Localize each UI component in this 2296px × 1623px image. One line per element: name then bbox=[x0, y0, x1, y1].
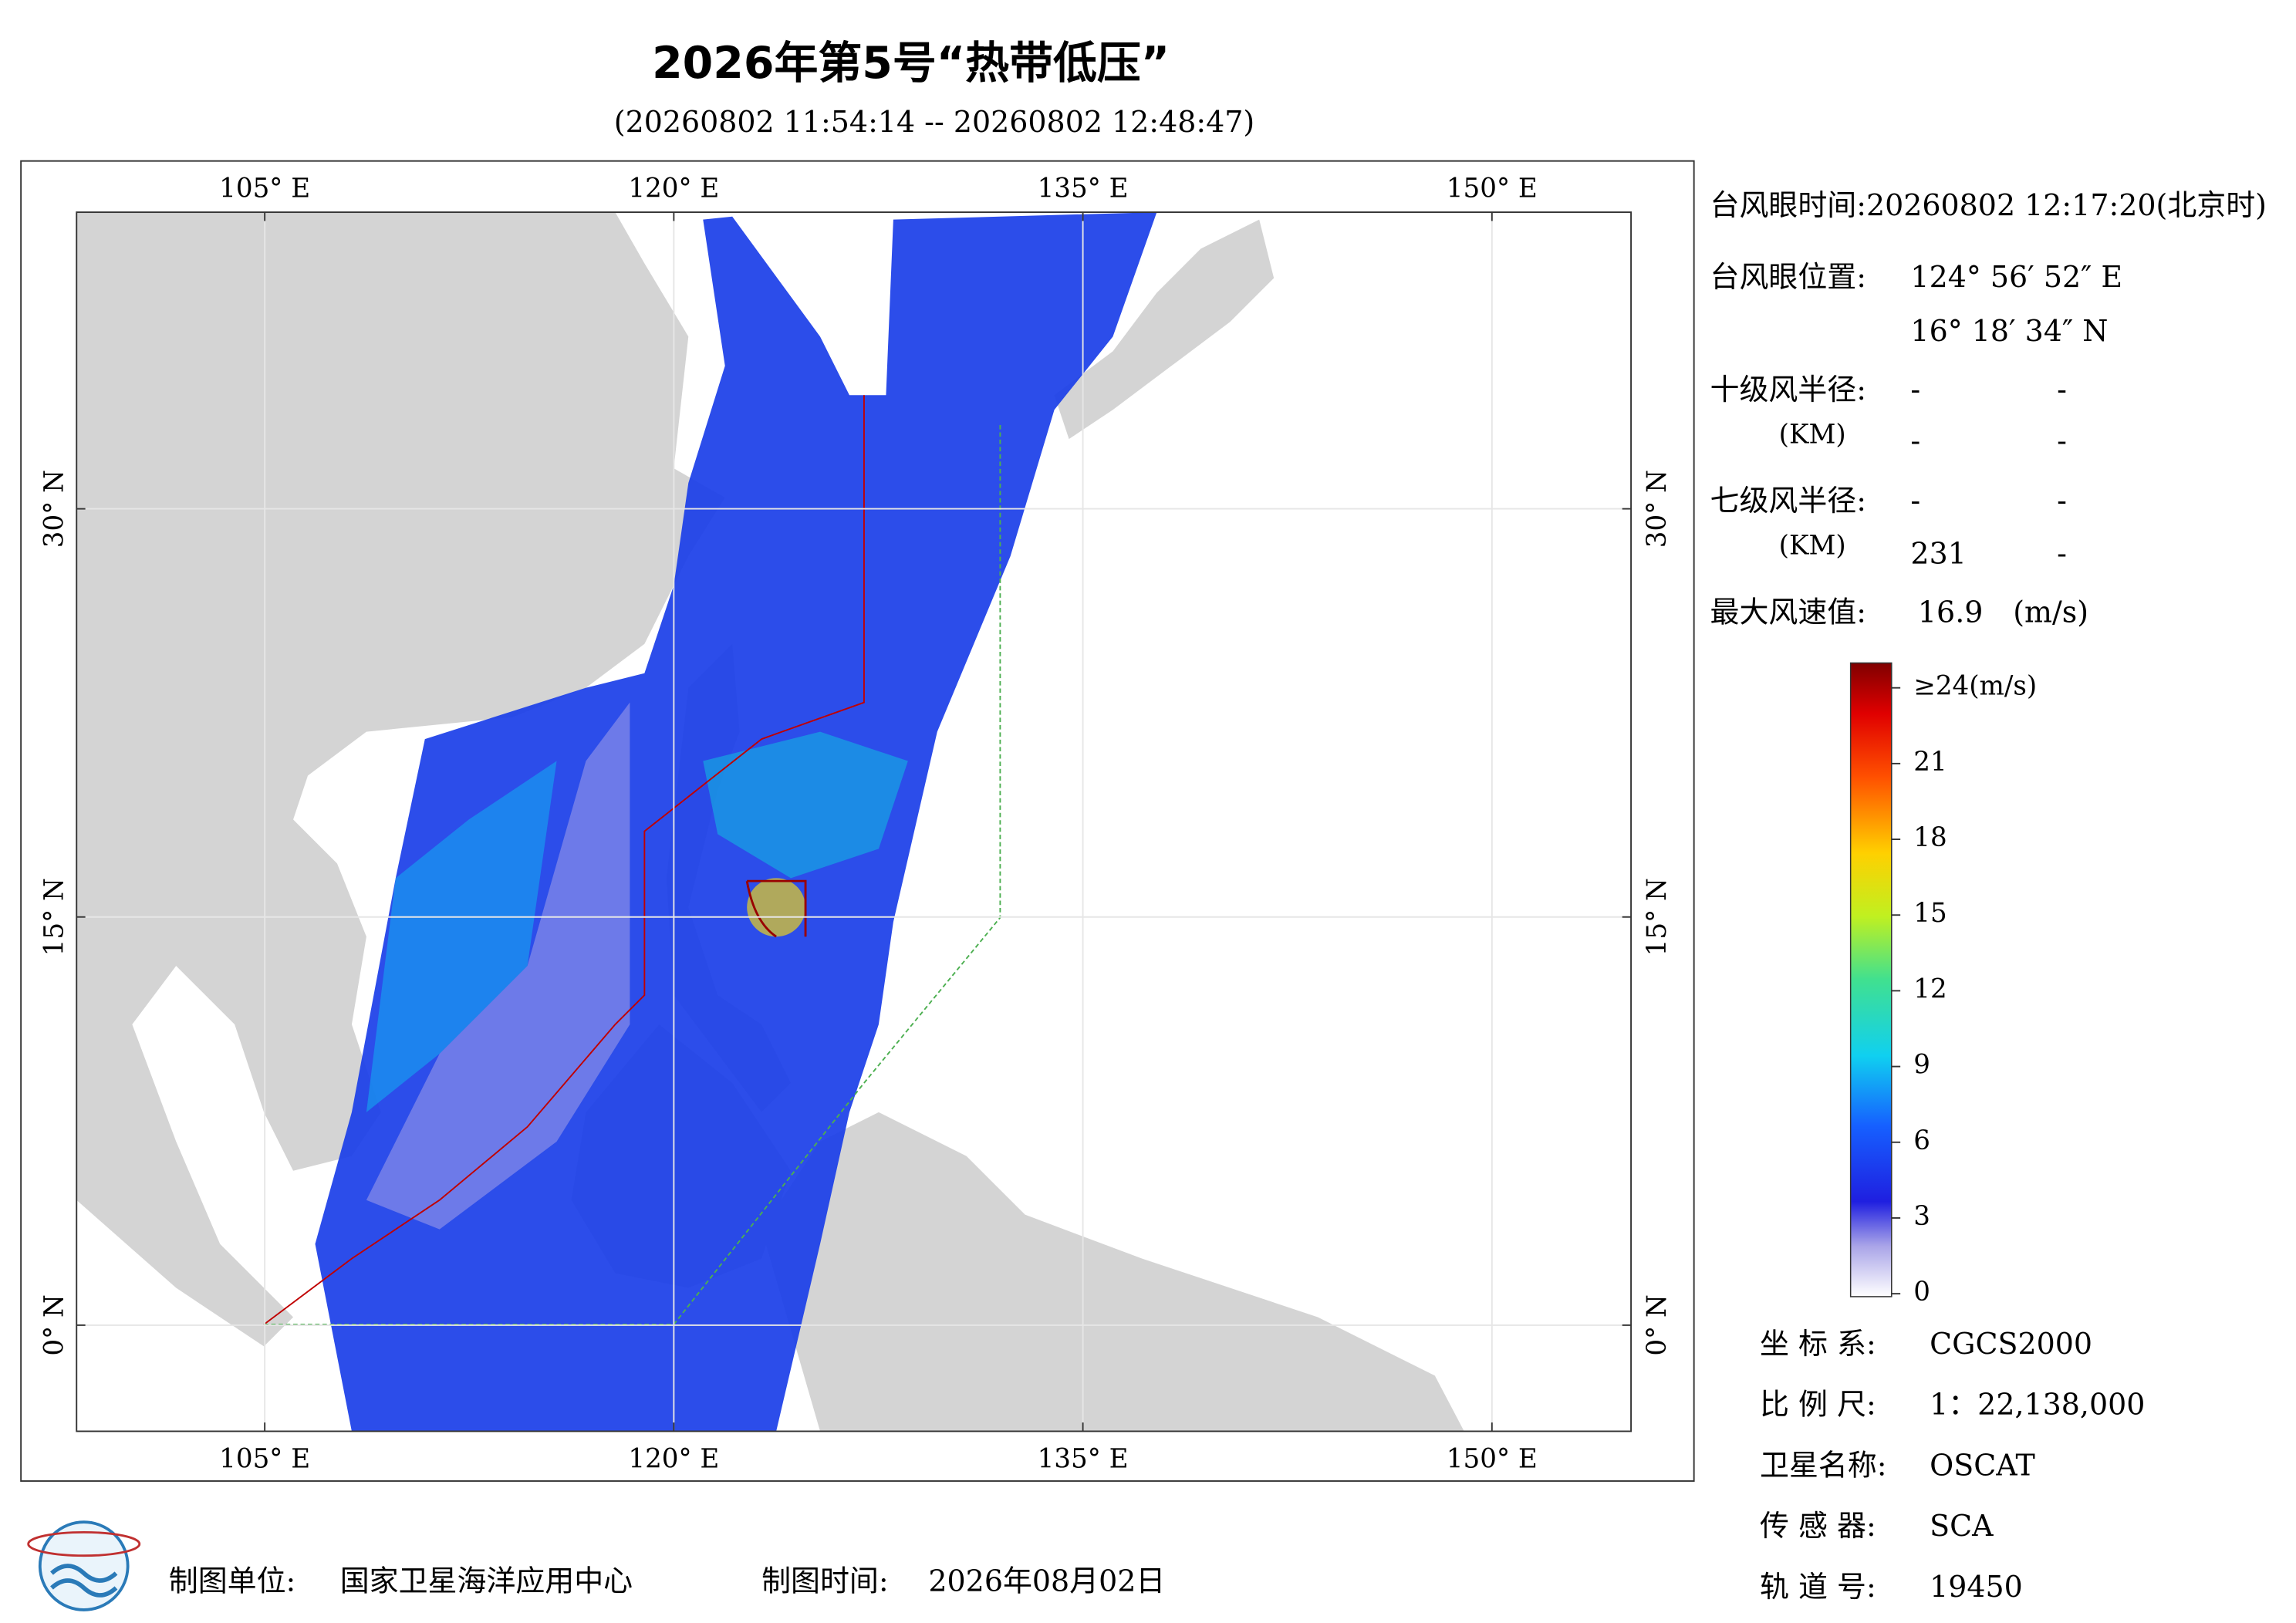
map-border bbox=[76, 211, 1633, 1432]
eye-lat: 16° 18′ 34″ N bbox=[1910, 314, 2108, 348]
y-tick-label: 15° N bbox=[39, 878, 70, 956]
metadata-value: 1：22,138,000 bbox=[1930, 1388, 2145, 1422]
colorbar-label: 6 bbox=[1913, 1125, 1930, 1156]
r10-value: - bbox=[1910, 373, 1920, 407]
wind-low-area bbox=[366, 702, 630, 1230]
r7-value: - bbox=[2057, 536, 2067, 570]
r7-unit: (KM) bbox=[1779, 531, 1846, 562]
r7-value: - bbox=[2057, 484, 2067, 518]
wind-mid-area bbox=[366, 761, 557, 1112]
eye-position-label: 台风眼位置: bbox=[1710, 260, 1866, 294]
wind-mid-area bbox=[703, 731, 908, 879]
footer-time: 2026年08月02日 bbox=[928, 1564, 1165, 1598]
logo-wave bbox=[50, 1564, 118, 1583]
colorbar bbox=[1849, 662, 1893, 1297]
land-asia bbox=[76, 212, 725, 1347]
r10-unit: (KM) bbox=[1779, 419, 1846, 450]
colorbar-ticks: 0 3 6 9 12 15 18 21 ≥24(m/s) bbox=[1891, 671, 2037, 1308]
x-tick-label: 120° E bbox=[628, 174, 719, 204]
colorbar-label: 0 bbox=[1913, 1277, 1930, 1308]
wind-radius-marker bbox=[745, 879, 807, 938]
y-tick-label: 30° N bbox=[1642, 470, 1673, 548]
wind-max-area bbox=[747, 878, 806, 937]
y-tick-label: 30° N bbox=[39, 470, 70, 548]
x-tick-label: 120° E bbox=[628, 1443, 719, 1474]
y-tick-label: 0° N bbox=[39, 1294, 70, 1355]
r10-label: 十级风半径: bbox=[1710, 373, 1866, 407]
map-area bbox=[76, 212, 1632, 1432]
footer-unit: 国家卫星海洋应用中心 bbox=[340, 1564, 633, 1598]
x-tick-label: 150° E bbox=[1447, 174, 1538, 204]
metadata-value: SCA bbox=[1930, 1509, 1994, 1543]
eye-lon: 124° 56′ 52″ E bbox=[1910, 260, 2122, 294]
x-tick-label: 135° E bbox=[1038, 1443, 1129, 1474]
colorbar-label: 12 bbox=[1913, 973, 1947, 1004]
logo bbox=[27, 1520, 141, 1611]
max-wind-unit: (m/s) bbox=[2013, 595, 2088, 629]
footer-time-label: 制图时间: bbox=[761, 1564, 889, 1598]
r7-value: 231 bbox=[1910, 536, 1966, 570]
max-wind-label: 最大风速值: bbox=[1710, 595, 1866, 629]
logo-wave bbox=[50, 1578, 118, 1598]
subtitle: (20260802 11:54:14 -- 20260802 12:48:47) bbox=[614, 105, 1254, 139]
land-japan bbox=[1054, 219, 1275, 440]
colorbar-label: 18 bbox=[1913, 822, 1947, 853]
colorbar-label: 9 bbox=[1913, 1050, 1930, 1081]
title: 2026年第5号“热带低压” bbox=[652, 38, 1170, 89]
logo-circle bbox=[38, 1520, 130, 1611]
metadata-value: CGCS2000 bbox=[1930, 1327, 2092, 1361]
metadata-label: 轨 道 号: bbox=[1760, 1570, 1876, 1604]
eye-time: 台风眼时间:20260802 12:17:20(北京时) bbox=[1710, 188, 2267, 222]
metadata: 坐 标 系: CGCS2000 比 例 尺: 1：22,138,000 卫星名称: OSC… bbox=[1760, 1327, 2145, 1604]
y-tick-label: 0° N bbox=[1642, 1294, 1673, 1355]
x-tick-label: 105° E bbox=[219, 174, 310, 204]
colorbar-label: ≥24(m/s) bbox=[1913, 671, 2037, 702]
metadata-label: 比 例 尺: bbox=[1760, 1388, 1876, 1422]
metadata-label: 坐 标 系: bbox=[1760, 1327, 1876, 1361]
r10-value: - bbox=[1910, 423, 1920, 457]
y-tick-label: 15° N bbox=[1642, 878, 1673, 956]
footer-unit-label: 制图单位: bbox=[169, 1564, 296, 1598]
land-indonesia bbox=[761, 1112, 1464, 1432]
colorbar-label: 21 bbox=[1913, 747, 1947, 778]
map-frame bbox=[20, 160, 1695, 1482]
boundary-line bbox=[263, 395, 865, 1325]
metadata-value: 19450 bbox=[1930, 1570, 2023, 1604]
metadata-value: OSCAT bbox=[1930, 1448, 2035, 1482]
grid bbox=[76, 212, 1632, 1432]
x-tick-label: 150° E bbox=[1447, 1443, 1538, 1474]
logo-orbit bbox=[27, 1530, 141, 1557]
map-ticks: 105° E 105° E 120° E 120° E 135° E 135° E 150°… bbox=[39, 174, 1673, 1475]
x-tick-label: 135° E bbox=[1038, 174, 1129, 204]
x-tick-label: 105° E bbox=[219, 1443, 310, 1474]
metadata-label: 卫星名称: bbox=[1760, 1448, 1887, 1482]
r7-label: 七级风半径: bbox=[1710, 484, 1866, 518]
colorbar-label: 3 bbox=[1913, 1201, 1930, 1232]
r7-value: - bbox=[1910, 484, 1920, 518]
r10-value: - bbox=[2057, 423, 2067, 457]
metadata-label: 传 感 器: bbox=[1760, 1509, 1876, 1543]
info-panel: 台风眼时间:20260802 12:17:20(北京时) 台风眼位置: 124°… bbox=[1710, 188, 2267, 629]
colorbar-label: 15 bbox=[1913, 898, 1947, 929]
max-wind: 16.9 bbox=[1918, 595, 1983, 629]
r10-value: - bbox=[2057, 373, 2067, 407]
